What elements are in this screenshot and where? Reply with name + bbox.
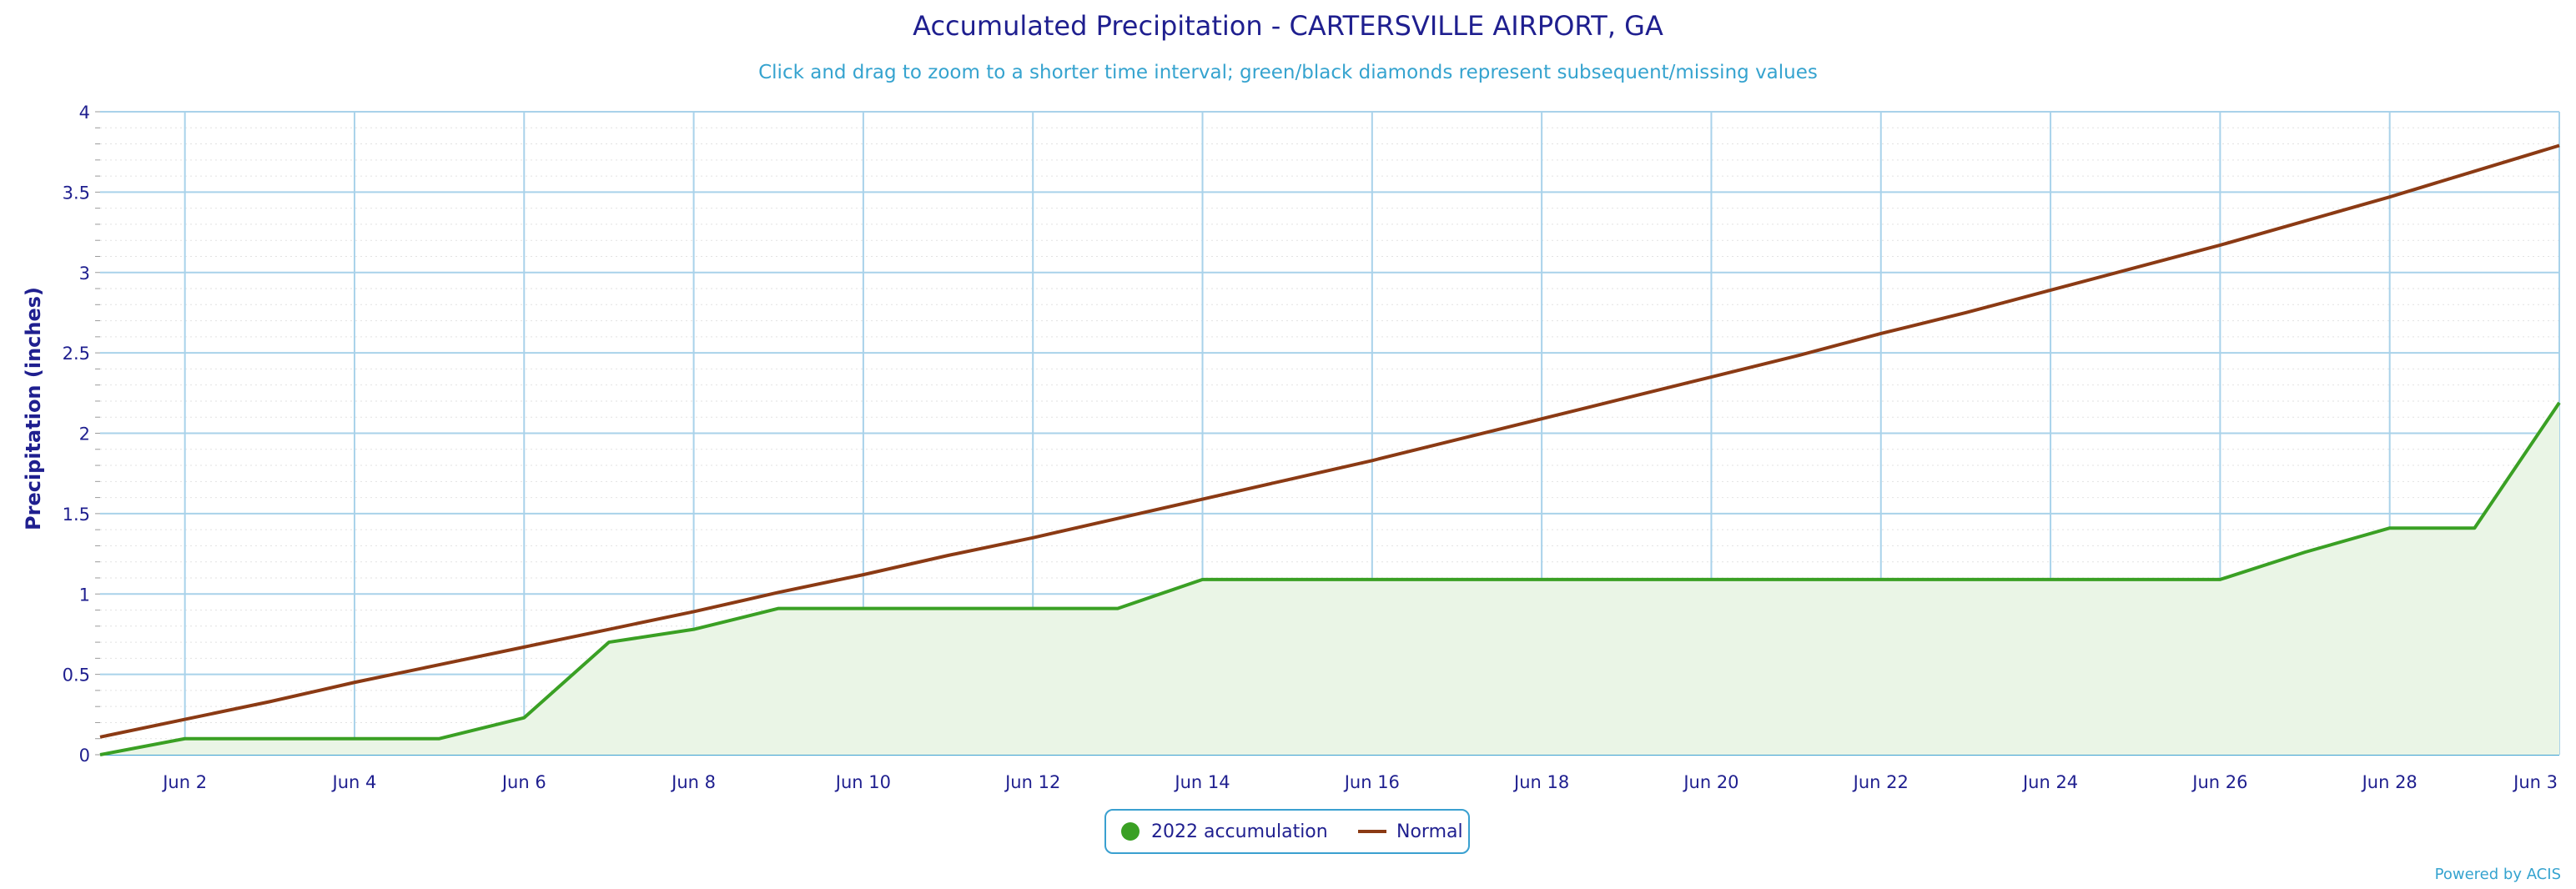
x-tick-label: Jun 8 — [670, 772, 716, 792]
powered-by-credit[interactable]: Powered by ACIS — [2434, 866, 2561, 883]
x-tick-label: Jun 28 — [2361, 772, 2418, 792]
y-tick-label: 0.5 — [63, 665, 90, 686]
y-tick-label: 3.5 — [63, 183, 90, 203]
y-tick-label: 2 — [79, 424, 90, 444]
x-tick-label: Jun 16 — [1343, 772, 1400, 792]
legend-item-normal[interactable]: Normal — [1358, 811, 1463, 852]
y-tick-label: 2.5 — [63, 344, 90, 364]
y-tick-label: 4 — [79, 103, 90, 123]
x-tick-label: Jun 14 — [1173, 772, 1230, 792]
y-tick-label: 1.5 — [63, 505, 90, 525]
x-tick-label: Jun 22 — [1852, 772, 1909, 792]
x-tick-label: Jun 24 — [2021, 772, 2078, 792]
x-tick-label: Jun 12 — [1004, 772, 1060, 792]
chart-title: Accumulated Precipitation - CARTERSVILLE… — [913, 10, 1663, 42]
y-tick-label: 0 — [79, 746, 90, 766]
accumulation-area — [100, 402, 2559, 755]
x-tick-label: Jun 6 — [501, 772, 546, 792]
accumulation-area-fill — [100, 402, 2559, 755]
legend-label-2022-accumulation: 2022 accumulation — [1151, 821, 1328, 842]
x-tick-label: Jun 3 — [2512, 772, 2558, 792]
x-tick-label: Jun 2 — [161, 772, 207, 792]
x-tick-label: Jun 4 — [331, 772, 377, 792]
x-tick-labels: Jun 2 Jun 4 Jun 6 Jun 8 Jun 10 Jun 12 Jun 14 Ju… — [161, 772, 2558, 792]
green-dot-icon — [1121, 822, 1140, 841]
x-tick-label: Jun 26 — [2191, 772, 2247, 792]
brown-line-icon — [1358, 830, 1386, 833]
x-tick-label: Jun 20 — [1682, 772, 1738, 792]
y-tick-label: 1 — [79, 585, 90, 605]
chart-subtitle: Click and drag to zoom to a shorter time… — [758, 62, 1818, 83]
series-line-2022-accumulation[interactable] — [99, 401, 2561, 756]
legend-label-normal: Normal — [1396, 821, 1463, 842]
y-tick-label: 3 — [79, 264, 90, 284]
legend: 2022 accumulation Normal — [1104, 809, 1470, 854]
series-lines — [99, 143, 2561, 756]
legend-item-2022-accumulation[interactable]: 2022 accumulation — [1121, 811, 1328, 852]
x-tick-label: Jun 10 — [834, 772, 891, 792]
y-tick-labels: 0 0.5 1 1.5 2 2.5 3 3.5 4 — [63, 103, 90, 766]
x-tick-label: Jun 18 — [1512, 772, 1569, 792]
y-axis-label: Precipitation (inches) — [22, 287, 45, 530]
series-line-normal[interactable] — [99, 143, 2560, 739]
